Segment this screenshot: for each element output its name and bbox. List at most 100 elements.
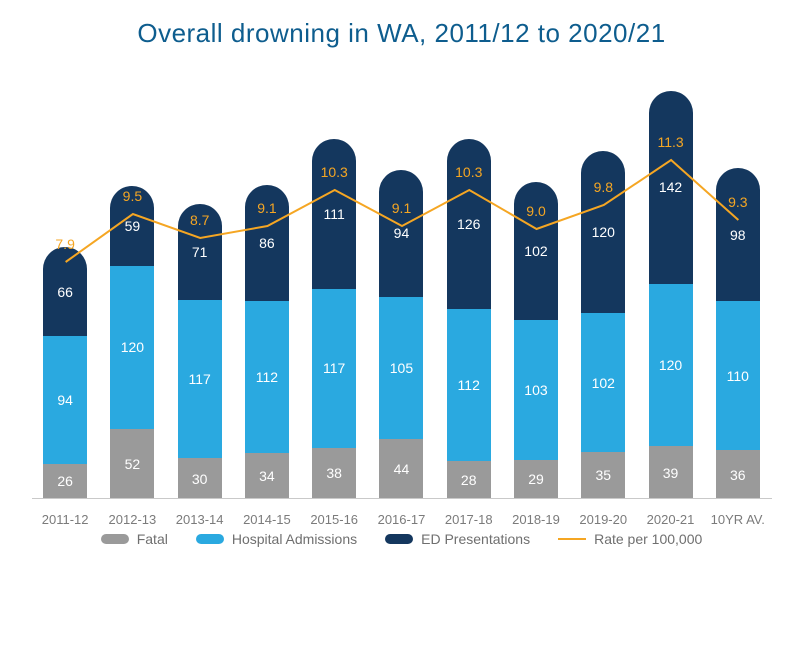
bar-value-label: 39 [663, 465, 679, 481]
rate-value-label: 9.1 [257, 200, 276, 216]
bar-value-label: 36 [730, 467, 746, 483]
bar-segment-hosp: 102 [581, 313, 625, 451]
legend-line-swatch [558, 538, 586, 540]
bar-segment-fatal: 52 [110, 429, 154, 499]
bar-value-label: 94 [394, 225, 410, 241]
bar-stack: 34 112 86 [245, 185, 289, 499]
bar-value-label: 110 [727, 368, 749, 384]
legend-item-hosp: Hospital Admissions [196, 531, 357, 547]
bar-segment-hosp: 105 [379, 297, 423, 439]
x-axis-label: 2019-20 [579, 512, 627, 527]
bar-stack: 29 103 102 [514, 182, 558, 499]
rate-value-label: 9.8 [594, 179, 613, 195]
chart-area: 2694662011-1252120592012-1330117712013-1… [22, 59, 782, 559]
bar-column: 361109810YR AV. [704, 79, 771, 499]
bar-value-label: 44 [394, 461, 410, 477]
rate-value-label: 9.1 [392, 200, 411, 216]
x-axis-label: 2014-15 [243, 512, 291, 527]
bar-segment-fatal: 34 [245, 453, 289, 499]
bar-value-label: 103 [524, 382, 547, 398]
bar-value-label: 59 [125, 218, 141, 234]
legend: Fatal Hospital Admissions ED Presentations… [22, 531, 782, 547]
bar-segment-hosp: 120 [110, 266, 154, 429]
bar-segment-hosp: 112 [245, 301, 289, 453]
bar-segment-fatal: 39 [649, 446, 693, 499]
legend-swatch [385, 534, 413, 544]
bar-segment-hosp: 103 [514, 320, 558, 460]
rate-value-label: 9.5 [123, 188, 142, 204]
bar-value-label: 120 [659, 357, 682, 373]
bar-segment-ed: 94 [379, 170, 423, 297]
bar-value-label: 94 [57, 392, 73, 408]
bar-stack: 52 120 59 [110, 186, 154, 499]
bar-value-label: 120 [592, 224, 615, 240]
legend-item-rate: Rate per 100,000 [558, 531, 702, 547]
bar-stack: 28112126 [447, 139, 491, 499]
bar-value-label: 117 [188, 371, 210, 387]
bar-stack: 38 117 111 [312, 139, 356, 499]
x-axis-label: 2015-16 [310, 512, 358, 527]
bar-stack: 35 102 120 [581, 151, 625, 499]
bar-value-label: 30 [192, 471, 208, 487]
bar-value-label: 29 [528, 471, 544, 487]
bar-value-label: 35 [595, 467, 611, 483]
bar-segment-ed: 120 [581, 151, 625, 314]
bar-column: 52120592012-13 [99, 79, 166, 499]
bar-value-label: 111 [324, 206, 345, 222]
x-axis-label: 2016-17 [378, 512, 426, 527]
bar-segment-ed: 98 [716, 168, 760, 301]
rate-value-label: 9.3 [728, 194, 747, 210]
legend-label: Rate per 100,000 [594, 531, 702, 547]
x-axis-label: 2017-18 [445, 512, 493, 527]
bar-segment-hosp: 120 [649, 284, 693, 447]
bar-value-label: 105 [390, 360, 413, 376]
plot-region: 2694662011-1252120592012-1330117712013-1… [32, 79, 772, 499]
rate-value-label: 10.3 [321, 164, 348, 180]
legend-label: ED Presentations [421, 531, 530, 547]
rate-value-label: 9.0 [526, 203, 545, 219]
rate-value-label: 11.3 [657, 134, 683, 150]
bar-segment-hosp: 94 [43, 336, 87, 463]
bar-column: 381171112015-16 [301, 79, 368, 499]
bar-stack: 44 105 94 [379, 170, 423, 499]
bar-value-label: 86 [259, 235, 275, 251]
bar-value-label: 34 [259, 468, 275, 484]
x-axis-label: 2020-21 [647, 512, 695, 527]
bar-segment-hosp: 112 [447, 309, 491, 461]
legend-swatch [101, 534, 129, 544]
bar-segment-ed: 142 [649, 91, 693, 283]
bar-column: 34112862014-15 [233, 79, 300, 499]
bar-column: 351021202019-20 [570, 79, 637, 499]
x-axis [32, 498, 772, 499]
legend-swatch [196, 534, 224, 544]
bar-segment-fatal: 38 [312, 448, 356, 499]
bar-segment-hosp: 117 [178, 300, 222, 459]
bar-value-label: 98 [730, 227, 746, 243]
bar-column: 281121262017-18 [435, 79, 502, 499]
bar-column: 44105942016-17 [368, 79, 435, 499]
rate-value-label: 7.9 [55, 236, 74, 252]
bar-segment-fatal: 44 [379, 439, 423, 499]
legend-item-fatal: Fatal [101, 531, 168, 547]
legend-label: Hospital Admissions [232, 531, 357, 547]
bar-value-label: 120 [121, 339, 144, 355]
bar-column: 2694662011-12 [32, 79, 99, 499]
bar-segment-hosp: 117 [312, 289, 356, 448]
bar-value-label: 26 [57, 473, 73, 489]
legend-label: Fatal [137, 531, 168, 547]
x-axis-label: 2018-19 [512, 512, 560, 527]
bar-value-label: 142 [659, 179, 682, 195]
bar-value-label: 38 [326, 465, 342, 481]
x-axis-label: 2013-14 [176, 512, 224, 527]
bar-segment-ed: 66 [43, 247, 87, 336]
bar-segment-hosp: 110 [716, 301, 760, 450]
x-axis-label: 10YR AV. [711, 512, 765, 527]
bar-column: 291031022018-19 [502, 79, 569, 499]
bar-value-label: 52 [125, 456, 141, 472]
bar-value-label: 28 [461, 472, 477, 488]
bar-value-label: 102 [524, 243, 547, 259]
rate-value-label: 8.7 [190, 212, 209, 228]
bar-stack: 36 110 98 [716, 168, 760, 499]
bar-value-label: 117 [323, 360, 345, 376]
bar-value-label: 71 [192, 244, 208, 260]
